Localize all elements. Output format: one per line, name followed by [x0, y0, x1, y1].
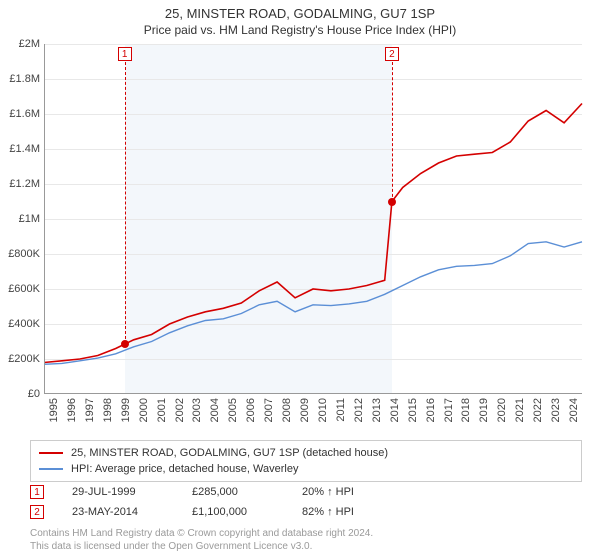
y-tick-label: £800K [8, 248, 40, 260]
x-tick-label: 2022 [532, 398, 544, 422]
y-tick-label: £0 [28, 388, 40, 400]
x-tick-label: 2005 [227, 398, 239, 422]
y-tick-label: £1.8M [9, 73, 40, 85]
x-tick-label: 2016 [425, 398, 437, 422]
footnote-line: Contains HM Land Registry data © Crown c… [30, 528, 582, 541]
sale-date: 23-MAY-2014 [72, 506, 192, 518]
x-tick-label: 2020 [496, 398, 508, 422]
x-tick-label: 2024 [568, 398, 580, 422]
x-tick-label: 2000 [138, 398, 150, 422]
y-tick-label: £1.6M [9, 108, 40, 120]
legend-label: 25, MINSTER ROAD, GODALMING, GU7 1SP (de… [71, 447, 388, 459]
y-axis: £0£200K£400K£600K£800K£1M£1.2M£1.4M£1.6M… [0, 44, 44, 394]
chart-title: 25, MINSTER ROAD, GODALMING, GU7 1SP [0, 0, 600, 21]
x-tick-label: 2023 [550, 398, 562, 422]
x-tick-label: 2013 [371, 398, 383, 422]
sale-index: 1 [30, 485, 44, 499]
x-tick-label: 2007 [263, 398, 275, 422]
x-tick-label: 2017 [443, 398, 455, 422]
legend-item: HPI: Average price, detached house, Wave… [39, 461, 573, 477]
legend-swatch [39, 468, 63, 470]
y-tick-label: £200K [8, 353, 40, 365]
sale-price: £1,100,000 [192, 506, 302, 518]
x-tick-label: 2002 [174, 398, 186, 422]
x-tick-label: 2003 [191, 398, 203, 422]
x-tick-label: 1996 [66, 398, 78, 422]
plot-area: 12 [44, 44, 582, 394]
sales-table: 1 29-JUL-1999£285,00020% ↑ HPI 2 23-MAY-201… [30, 482, 582, 522]
x-tick-label: 2011 [335, 398, 347, 422]
sale-index: 2 [30, 505, 44, 519]
y-tick-label: £400K [8, 318, 40, 330]
y-tick-label: £2M [19, 38, 40, 50]
chart-subtitle: Price paid vs. HM Land Registry's House … [0, 21, 600, 41]
footnote: Contains HM Land Registry data © Crown c… [30, 528, 582, 553]
x-tick-label: 2008 [281, 398, 293, 422]
legend-label: HPI: Average price, detached house, Wave… [71, 463, 298, 475]
x-tick-label: 2021 [514, 398, 526, 422]
sale-delta: 20% ↑ HPI [302, 486, 402, 498]
x-tick-label: 1999 [120, 398, 132, 422]
x-tick-label: 2012 [353, 398, 365, 422]
x-tick-label: 1998 [102, 398, 114, 422]
x-tick-label: 1995 [48, 398, 60, 422]
sale-row: 2 23-MAY-2014£1,100,00082% ↑ HPI [30, 502, 582, 522]
y-tick-label: £1M [19, 213, 40, 225]
x-axis: 1995 1996 1997 1998 1999 2000 2001 2002 2003 2004… [44, 394, 582, 436]
y-tick-label: £1.4M [9, 143, 40, 155]
sale-row: 1 29-JUL-1999£285,00020% ↑ HPI [30, 482, 582, 502]
axis-border [44, 44, 582, 394]
legend-item: 25, MINSTER ROAD, GODALMING, GU7 1SP (de… [39, 445, 573, 461]
x-tick-label: 2014 [389, 398, 401, 422]
x-tick-label: 2019 [478, 398, 490, 422]
sale-price: £285,000 [192, 486, 302, 498]
sale-delta: 82% ↑ HPI [302, 506, 402, 518]
x-tick-label: 1997 [84, 398, 96, 422]
y-tick-label: £600K [8, 283, 40, 295]
x-tick-label: 2004 [209, 398, 221, 422]
x-tick-label: 2006 [245, 398, 257, 422]
y-tick-label: £1.2M [9, 178, 40, 190]
x-tick-label: 2009 [299, 398, 311, 422]
legend-swatch [39, 452, 63, 454]
sale-date: 29-JUL-1999 [72, 486, 192, 498]
x-tick-label: 2001 [156, 398, 168, 422]
x-tick-label: 2010 [317, 398, 329, 422]
footnote-line: This data is licensed under the Open Gov… [30, 541, 582, 554]
x-tick-label: 2015 [407, 398, 419, 422]
x-tick-label: 2018 [460, 398, 472, 422]
legend: 25, MINSTER ROAD, GODALMING, GU7 1SP (de… [30, 440, 582, 482]
